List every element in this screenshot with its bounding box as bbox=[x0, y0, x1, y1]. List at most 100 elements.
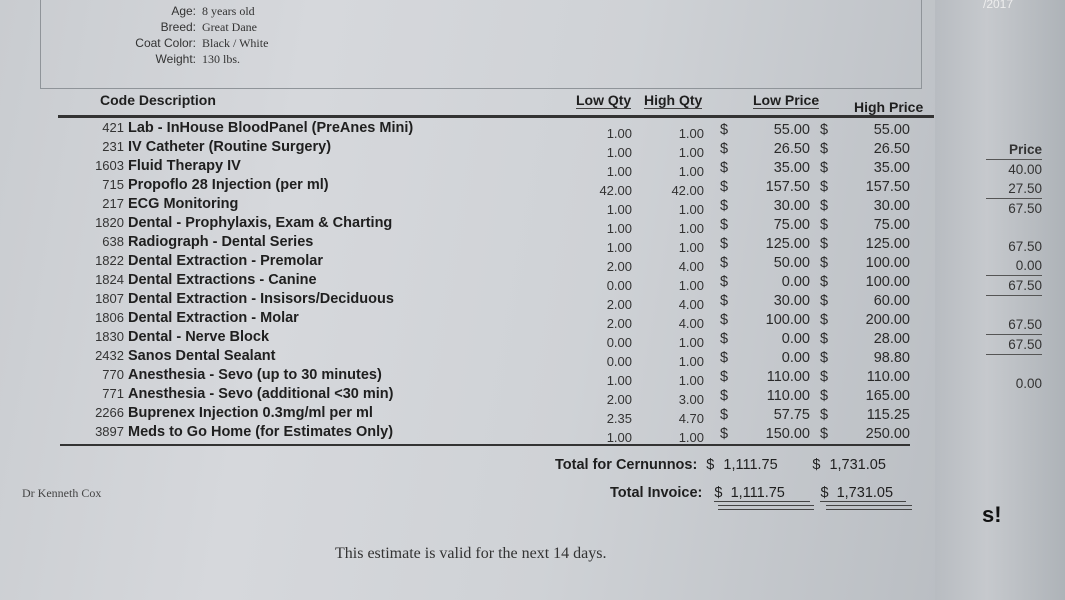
item-code: 3897 bbox=[95, 424, 124, 439]
item-low-price-value: 26.50 bbox=[773, 141, 810, 157]
patient-info-value: 8 years old bbox=[202, 4, 255, 18]
item-high-price-value: 200.00 bbox=[865, 312, 910, 328]
item-high-price-value: 157.50 bbox=[865, 179, 910, 195]
item-high-qty: 1.00 bbox=[678, 278, 704, 293]
price-cell bbox=[986, 355, 1042, 374]
currency-sign: $ bbox=[720, 255, 729, 271]
currency-sign: $ bbox=[720, 179, 729, 195]
item-low-qty: 42.00 bbox=[599, 183, 632, 198]
line-item-row: 771 Anesthesia - Sevo (additional <30 min… bbox=[40, 386, 413, 405]
line-item-row: 1830 Dental - Nerve Block bbox=[40, 329, 413, 348]
patient-info-value: Great Dane bbox=[202, 20, 257, 34]
total-invoice-label: Total Invoice: bbox=[610, 485, 703, 501]
item-high-price-value: 75.00 bbox=[873, 217, 910, 233]
doctor-name: Dr Kenneth Cox bbox=[22, 486, 102, 500]
item-high-qty: 1.00 bbox=[678, 164, 704, 179]
currency-sign: $ bbox=[720, 198, 729, 214]
item-high-price-value: 165.00 bbox=[865, 388, 910, 404]
currency-sign: $ bbox=[720, 274, 729, 290]
line-item-row: 1807 Dental Extraction - Insisors/Deciduo… bbox=[40, 291, 413, 310]
item-high-price-value: 26.50 bbox=[873, 141, 910, 157]
currency-sign: $ bbox=[720, 331, 729, 347]
line-item-row: 3897 Meds to Go Home (for Estimates Only) bbox=[40, 424, 413, 443]
item-low-price: $150.00 bbox=[720, 425, 810, 444]
item-low-price-value: 100.00 bbox=[765, 312, 810, 328]
header-high-qty: High Qty bbox=[644, 92, 703, 109]
item-high-price: $100.00 bbox=[820, 273, 910, 292]
patient-info-label: Weight: bbox=[155, 52, 196, 66]
line-item-row: 1824 Dental Extractions - Canine bbox=[40, 272, 413, 291]
currency-sign: $ bbox=[714, 485, 723, 501]
item-code: 1822 bbox=[95, 253, 124, 268]
item-low-price: $30.00 bbox=[720, 197, 810, 216]
item-high-qty: 1.00 bbox=[678, 202, 704, 217]
item-code: 2432 bbox=[95, 348, 124, 363]
item-high-price-value: 35.00 bbox=[873, 160, 910, 176]
item-high-price: $157.50 bbox=[820, 178, 910, 197]
currency-sign: $ bbox=[820, 122, 829, 138]
low-price-column: $55.00 $26.50 $35.00 $157.50 $30.00 $75.00 $12… bbox=[720, 121, 810, 444]
line-items: 421 Lab - InHouse BloodPanel (PreAnes Min… bbox=[40, 120, 413, 443]
item-low-price-value: 50.00 bbox=[773, 255, 810, 271]
currency-sign: $ bbox=[720, 160, 729, 176]
item-code: 638 bbox=[102, 234, 124, 249]
item-low-qty: 1.00 bbox=[606, 202, 632, 217]
item-low-price-value: 110.00 bbox=[766, 369, 810, 385]
item-low-price: $30.00 bbox=[720, 292, 810, 311]
item-low-price: $157.50 bbox=[720, 178, 810, 197]
line-item-row: 217 ECG Monitoring bbox=[40, 196, 413, 215]
item-description: Dental Extraction - Molar bbox=[128, 310, 299, 326]
item-low-qty: 1.00 bbox=[606, 373, 632, 388]
item-code: 217 bbox=[102, 196, 124, 211]
item-description: Dental Extraction - Insisors/Deciduous bbox=[128, 291, 394, 307]
header-low-price: Low Price bbox=[753, 92, 820, 109]
item-low-price-value: 35.00 bbox=[773, 160, 810, 176]
item-low-price-value: 30.00 bbox=[773, 198, 810, 214]
currency-sign: $ bbox=[820, 141, 829, 157]
item-low-qty: 2.35 bbox=[606, 411, 632, 426]
line-item-row: 770 Anesthesia - Sevo (up to 30 minutes) bbox=[40, 367, 413, 386]
item-description: Dental Extraction - Premolar bbox=[128, 253, 323, 269]
item-low-price-value: 55.00 bbox=[773, 122, 810, 138]
background-sheet bbox=[935, 0, 1065, 600]
line-item-row: 2266 Buprenex Injection 0.3mg/ml per ml bbox=[40, 405, 413, 424]
item-low-price-value: 157.50 bbox=[765, 179, 810, 195]
item-high-price-value: 28.00 bbox=[873, 331, 910, 347]
total-for-patient: Total for Cernunnos: $ 1,111.75 $ 1,731.… bbox=[555, 457, 886, 473]
currency-sign: $ bbox=[820, 179, 829, 195]
item-description: IV Catheter (Routine Surgery) bbox=[128, 139, 332, 155]
patient-info-row: Coat Color: Black / White bbox=[0, 36, 268, 52]
item-code: 2266 bbox=[95, 405, 124, 420]
item-code: 421 bbox=[102, 120, 124, 135]
price-cell: 67.50 bbox=[986, 335, 1042, 355]
item-low-price-value: 30.00 bbox=[773, 293, 810, 309]
item-high-price: $200.00 bbox=[820, 311, 910, 330]
item-description: Anesthesia - Sevo (up to 30 minutes) bbox=[128, 367, 382, 383]
price-cell: 0.00 bbox=[1015, 376, 1042, 391]
item-low-price: $110.00 bbox=[720, 387, 810, 406]
item-high-price-value: 100.00 bbox=[865, 255, 910, 271]
item-low-price: $0.00 bbox=[720, 349, 810, 368]
item-high-qty: 3.00 bbox=[678, 392, 704, 407]
item-high-price: $60.00 bbox=[820, 292, 910, 311]
currency-sign: $ bbox=[820, 236, 829, 252]
item-description: Dental Extractions - Canine bbox=[128, 272, 317, 288]
item-low-qty: 2.00 bbox=[606, 316, 632, 331]
price-header: Price bbox=[986, 140, 1042, 160]
item-high-qty: 1.00 bbox=[678, 335, 704, 350]
item-low-price: $57.75 bbox=[720, 406, 810, 425]
line-item-row: 715 Propoflo 28 Injection (per ml) bbox=[40, 177, 413, 196]
item-code: 1806 bbox=[95, 310, 124, 325]
item-code: 1830 bbox=[95, 329, 124, 344]
item-low-price-value: 0.00 bbox=[781, 350, 810, 366]
header-high-price: High Price bbox=[854, 99, 924, 116]
item-low-qty: 2.00 bbox=[606, 392, 632, 407]
currency-sign: $ bbox=[820, 217, 829, 233]
item-high-price-value: 98.80 bbox=[873, 350, 910, 366]
item-low-qty: 1.00 bbox=[606, 221, 632, 236]
item-description: Meds to Go Home (for Estimates Only) bbox=[128, 424, 394, 440]
validity-note: This estimate is valid for the next 14 d… bbox=[335, 545, 607, 562]
currency-sign: $ bbox=[812, 457, 821, 473]
item-high-price: $110.00 bbox=[820, 368, 910, 387]
double-underline bbox=[826, 505, 912, 510]
